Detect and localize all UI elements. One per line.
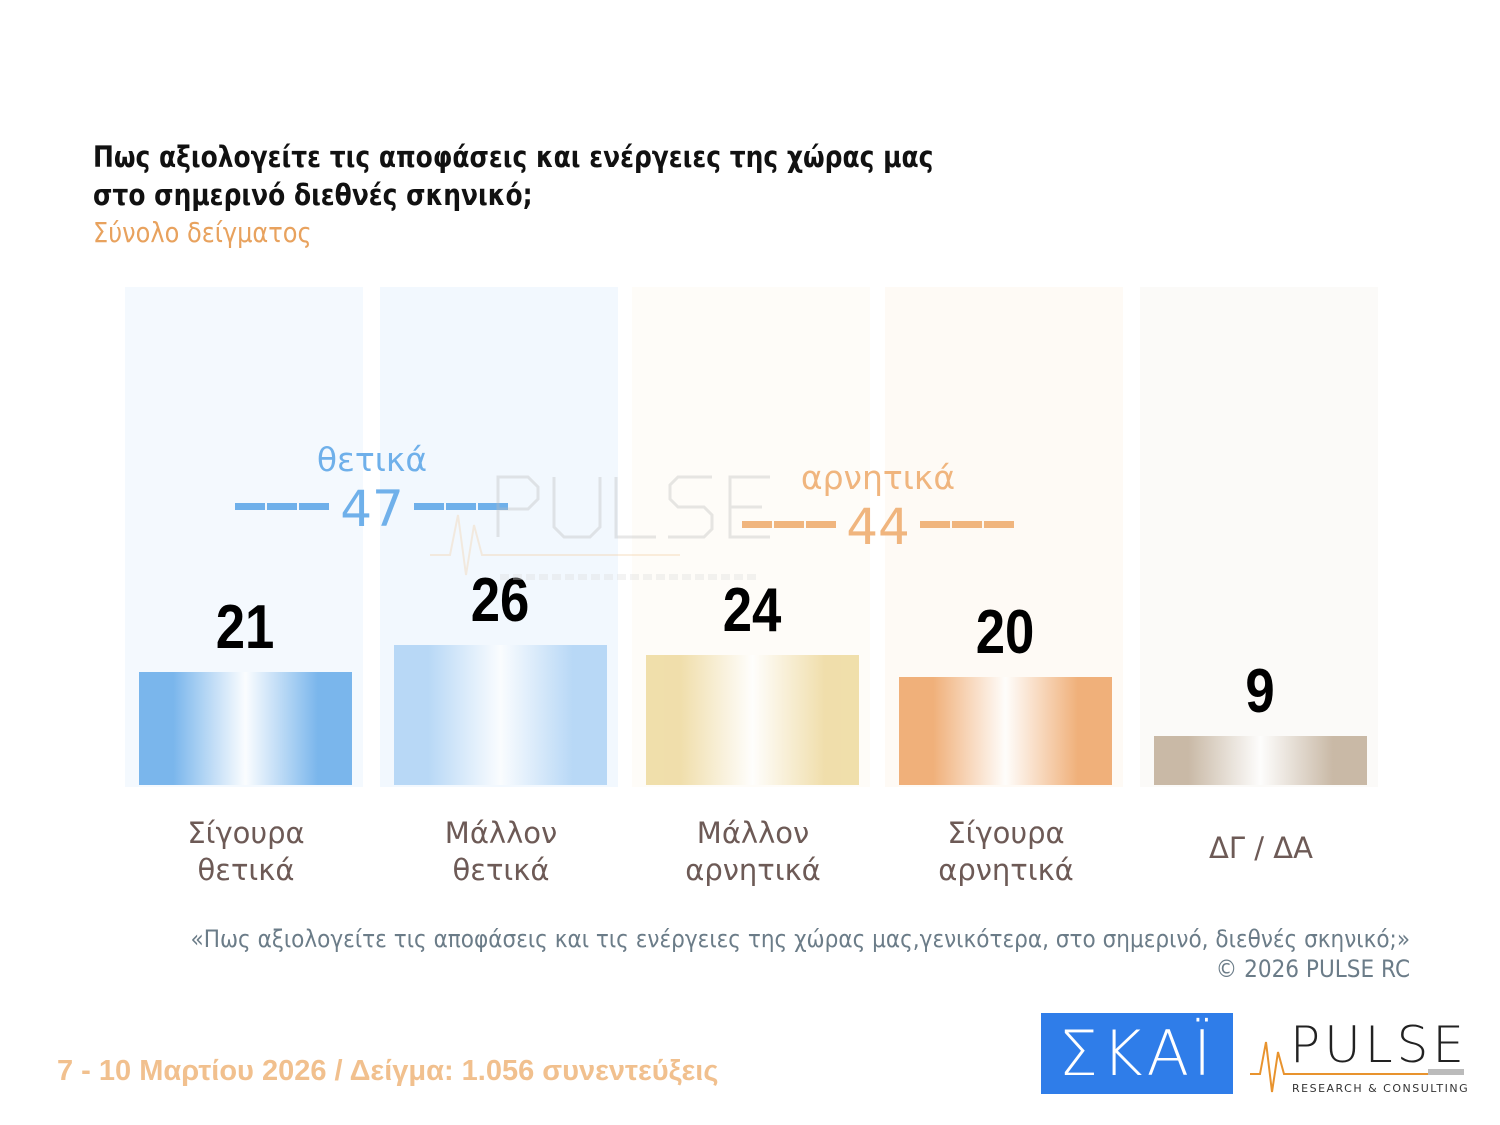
group-label: θετικά [316,440,428,479]
bar [394,644,607,785]
pulse-watermark [430,475,770,580]
category-label-line: Σίγουρα [947,816,1065,850]
pulse-logo: PULSE RESEARCH & CONSULTING [1250,1016,1469,1095]
group-dash-line [235,503,330,510]
title-line: στο σημερινό διεθνές σκηνικό; [93,178,533,212]
category-label: ΔΓ / ΔΑ [1141,830,1381,867]
category-label-line: θετικά [452,853,550,887]
value-label: 21 [215,592,275,662]
category-label: Σίγουρα αρνητικά [886,815,1126,889]
skai-logo: ΣΚΑΪ [1041,1013,1233,1094]
category-label-line: Σίγουρα [187,816,305,850]
value-label: 9 [1245,657,1275,727]
value-label: 24 [722,576,782,646]
bar [646,655,859,785]
title-line: Πως αξιολογείτε τις αποφάσεις και ενέργε… [93,140,934,174]
group-dash-line [920,521,1015,528]
chart-subtitle: Σύνολο δείγματος [93,216,312,249]
category-label-line: αρνητικά [938,853,1074,887]
category-label-line: Μάλλον [696,816,810,850]
category-label-line: Μάλλον [444,816,558,850]
category-label-line: θετικά [197,853,295,887]
bar [899,677,1112,785]
footnote: «Πως αξιολογείτε τις αποφάσεις και τις ε… [190,924,1410,984]
group-dash-line [742,521,837,528]
category-label: Σίγουρα θετικά [126,815,366,889]
category-label-line: ΔΓ / ΔΑ [1209,831,1313,865]
value-label: 26 [470,565,530,635]
question-text: «Πως αξιολογείτε τις αποφάσεις και τις ε… [190,925,1410,953]
value-label: 20 [975,598,1035,667]
group-label: αρνητικά [800,458,956,497]
group-total: 47 [340,480,404,538]
column-background [1140,287,1378,787]
group-total: 44 [846,498,910,556]
svg-text:RESEARCH & CONSULTING: RESEARCH & CONSULTING [1292,1082,1469,1095]
category-label: Μάλλον θετικά [381,815,621,889]
copyright: © 2026 PULSE RC [1215,955,1410,983]
category-label: Μάλλον αρνητικά [633,815,873,889]
chart-title: Πως αξιολογείτε τις αποφάσεις και ενέργε… [93,138,933,214]
bar [1154,736,1367,785]
bar [139,671,352,785]
category-label-line: αρνητικά [685,853,821,887]
group-dash-line [414,503,508,510]
svg-text:PULSE: PULSE [1290,1016,1468,1074]
date-sample: 7 - 10 Μαρτίου 2026 / Δείγμα: 1.056 συνε… [57,1055,719,1087]
